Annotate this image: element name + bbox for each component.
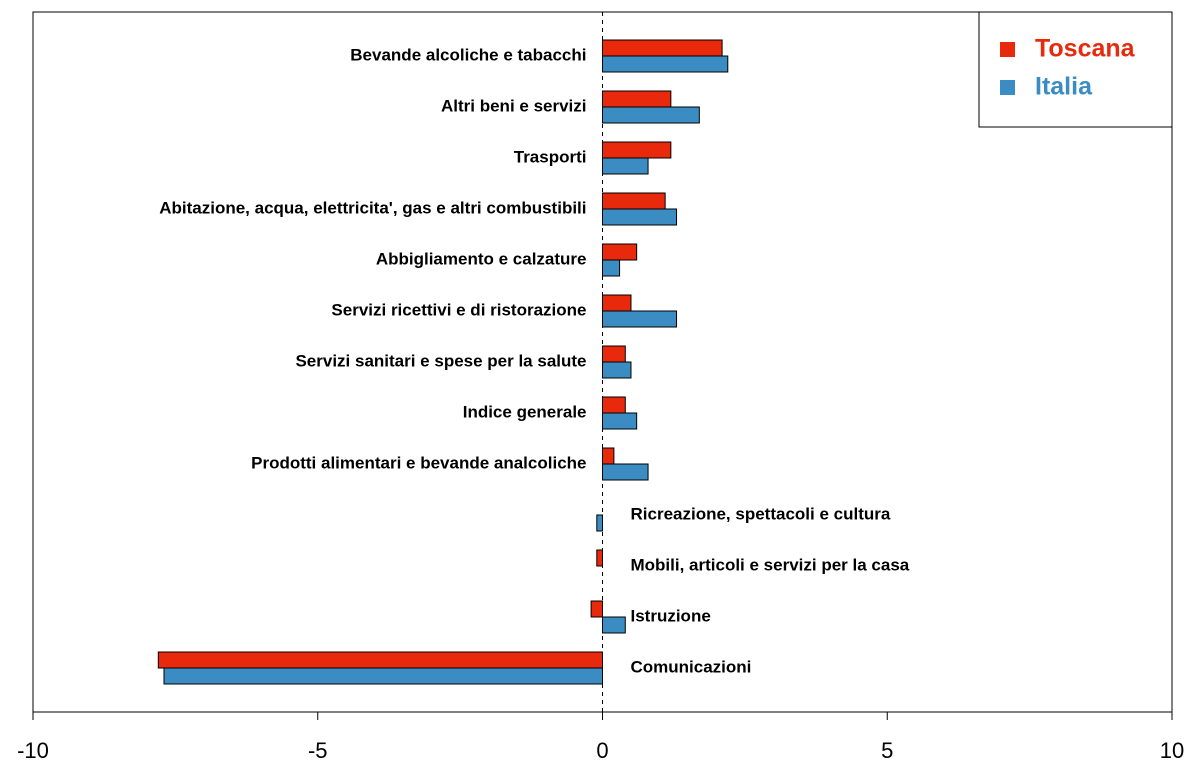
- bar: [602, 294, 632, 312]
- category-label: Prodotti alimentari e bevande analcolich…: [251, 453, 586, 472]
- category-label: Bevande alcoliche e tabacchi: [350, 45, 586, 64]
- category-label: Istruzione: [631, 606, 711, 625]
- bar: [602, 412, 638, 430]
- category-label: Ricreazione, spettacoli e cultura: [631, 504, 891, 523]
- bar: [602, 243, 638, 261]
- bar: [590, 600, 603, 618]
- category-label: Servizi sanitari e spese per la salute: [295, 351, 586, 370]
- bar: [602, 208, 678, 226]
- category-label: Comunicazioni: [631, 657, 752, 676]
- category-label: Trasporti: [514, 147, 587, 166]
- bar: [602, 447, 615, 465]
- category-label: Abitazione, acqua, elettricita', gas e a…: [159, 198, 586, 217]
- legend-box: [978, 11, 1173, 128]
- bar: [602, 361, 632, 379]
- bar: [602, 55, 729, 73]
- x-tick-label: -10: [17, 738, 49, 763]
- bar: [602, 157, 649, 175]
- legend-swatch: [1000, 80, 1015, 95]
- bar: [602, 616, 626, 634]
- x-tick-label: 10: [1160, 738, 1184, 763]
- bar: [602, 141, 672, 159]
- bar: [602, 192, 666, 210]
- legend-label: Italia: [1035, 73, 1093, 101]
- bar: [602, 106, 700, 124]
- category-label: Altri beni e servizi: [441, 96, 587, 115]
- category-label: Mobili, articoli e servizi per la casa: [631, 555, 910, 574]
- bar: [596, 549, 603, 567]
- legend-swatch: [1000, 42, 1015, 57]
- category-label: Indice generale: [463, 402, 587, 421]
- bar: [163, 667, 604, 685]
- category-label: Servizi ricettivi e di ristorazione: [331, 300, 586, 319]
- bar: [602, 345, 626, 363]
- bar: [157, 651, 603, 669]
- bar: [602, 39, 723, 57]
- bar: [602, 259, 621, 277]
- bar: [602, 396, 626, 414]
- category-label: Abbigliamento e calzature: [376, 249, 587, 268]
- bar: [602, 90, 672, 108]
- x-tick-label: 0: [596, 738, 608, 763]
- x-tick-label: 5: [881, 738, 893, 763]
- bar: [602, 310, 678, 328]
- legend-label: Toscana: [1035, 35, 1136, 63]
- bar: [596, 514, 603, 532]
- x-tick-label: -5: [308, 738, 328, 763]
- bar: [602, 463, 649, 481]
